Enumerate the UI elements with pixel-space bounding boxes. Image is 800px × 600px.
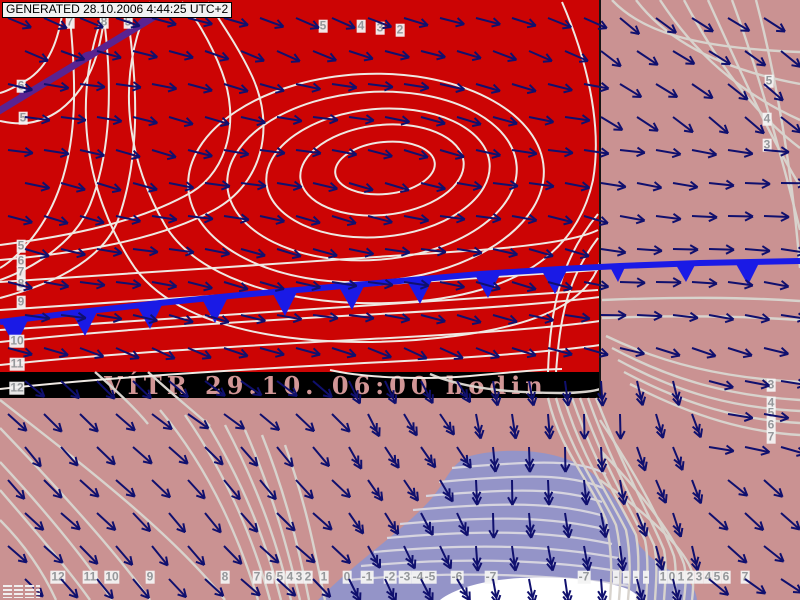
contour-label: 6: [721, 569, 731, 584]
mini-legend: [3, 585, 40, 598]
contour-label: 12: [9, 380, 25, 395]
contour-label: 4: [356, 18, 366, 33]
contour-label: 8: [220, 569, 230, 584]
contour-label: 9: [16, 294, 26, 309]
contour-label: -: [643, 569, 649, 584]
contour-label: 5: [712, 569, 722, 584]
contour-label: 12: [50, 569, 66, 584]
contour-label: 7: [252, 569, 262, 584]
contour-label: -6: [450, 569, 464, 584]
contour-label: 4: [703, 569, 713, 584]
contour-label: 9: [145, 569, 155, 584]
contour-label: 3: [294, 569, 304, 584]
contour-label: -2: [383, 569, 397, 584]
contour-label: -: [623, 569, 629, 584]
contour-label: 3: [766, 377, 776, 392]
contour-label: 2: [685, 569, 695, 584]
contour-label: 4: [762, 111, 772, 126]
contour-label: 11: [82, 569, 98, 584]
contour-label: 10: [104, 569, 120, 584]
contour-label: 6: [264, 569, 274, 584]
contour-label: 5: [318, 18, 328, 33]
contour-label: 1: [676, 569, 686, 584]
contour-label: -7: [577, 569, 591, 584]
contour-label: 0: [342, 569, 352, 584]
contour-label: -5: [423, 569, 437, 584]
contour-label: 2: [395, 22, 405, 37]
contour-label: 6: [16, 78, 26, 93]
contour-label: -7: [484, 569, 498, 584]
contour-label: -1: [360, 569, 374, 584]
contour-label: -: [633, 569, 639, 584]
contour-label: 11: [9, 356, 25, 371]
contour-label: 10: [9, 333, 25, 348]
contour-label: 7: [740, 569, 750, 584]
contour-label: 2: [303, 569, 313, 584]
contour-label: 4: [285, 569, 295, 584]
contour-label: -: [613, 569, 619, 584]
contour-label: 0: [667, 569, 677, 584]
contour-label: 8: [16, 276, 26, 291]
contour-label: 5: [275, 569, 285, 584]
contour-label: 7: [766, 429, 776, 444]
contour-label: 3: [375, 20, 385, 35]
contour-label: 1: [319, 569, 329, 584]
contour-label: 3: [762, 137, 772, 152]
contour-label: 3: [694, 569, 704, 584]
contour-label: -3: [398, 569, 412, 584]
contour-label: 5: [16, 238, 26, 253]
contour-label: 5: [764, 73, 774, 88]
generated-timestamp: GENERATED 28.10.2006 4:44:25 UTC+2: [2, 2, 233, 18]
contour-label: 1: [658, 569, 668, 584]
contour-label: -4: [411, 569, 425, 584]
contour-label: 5: [18, 110, 28, 125]
